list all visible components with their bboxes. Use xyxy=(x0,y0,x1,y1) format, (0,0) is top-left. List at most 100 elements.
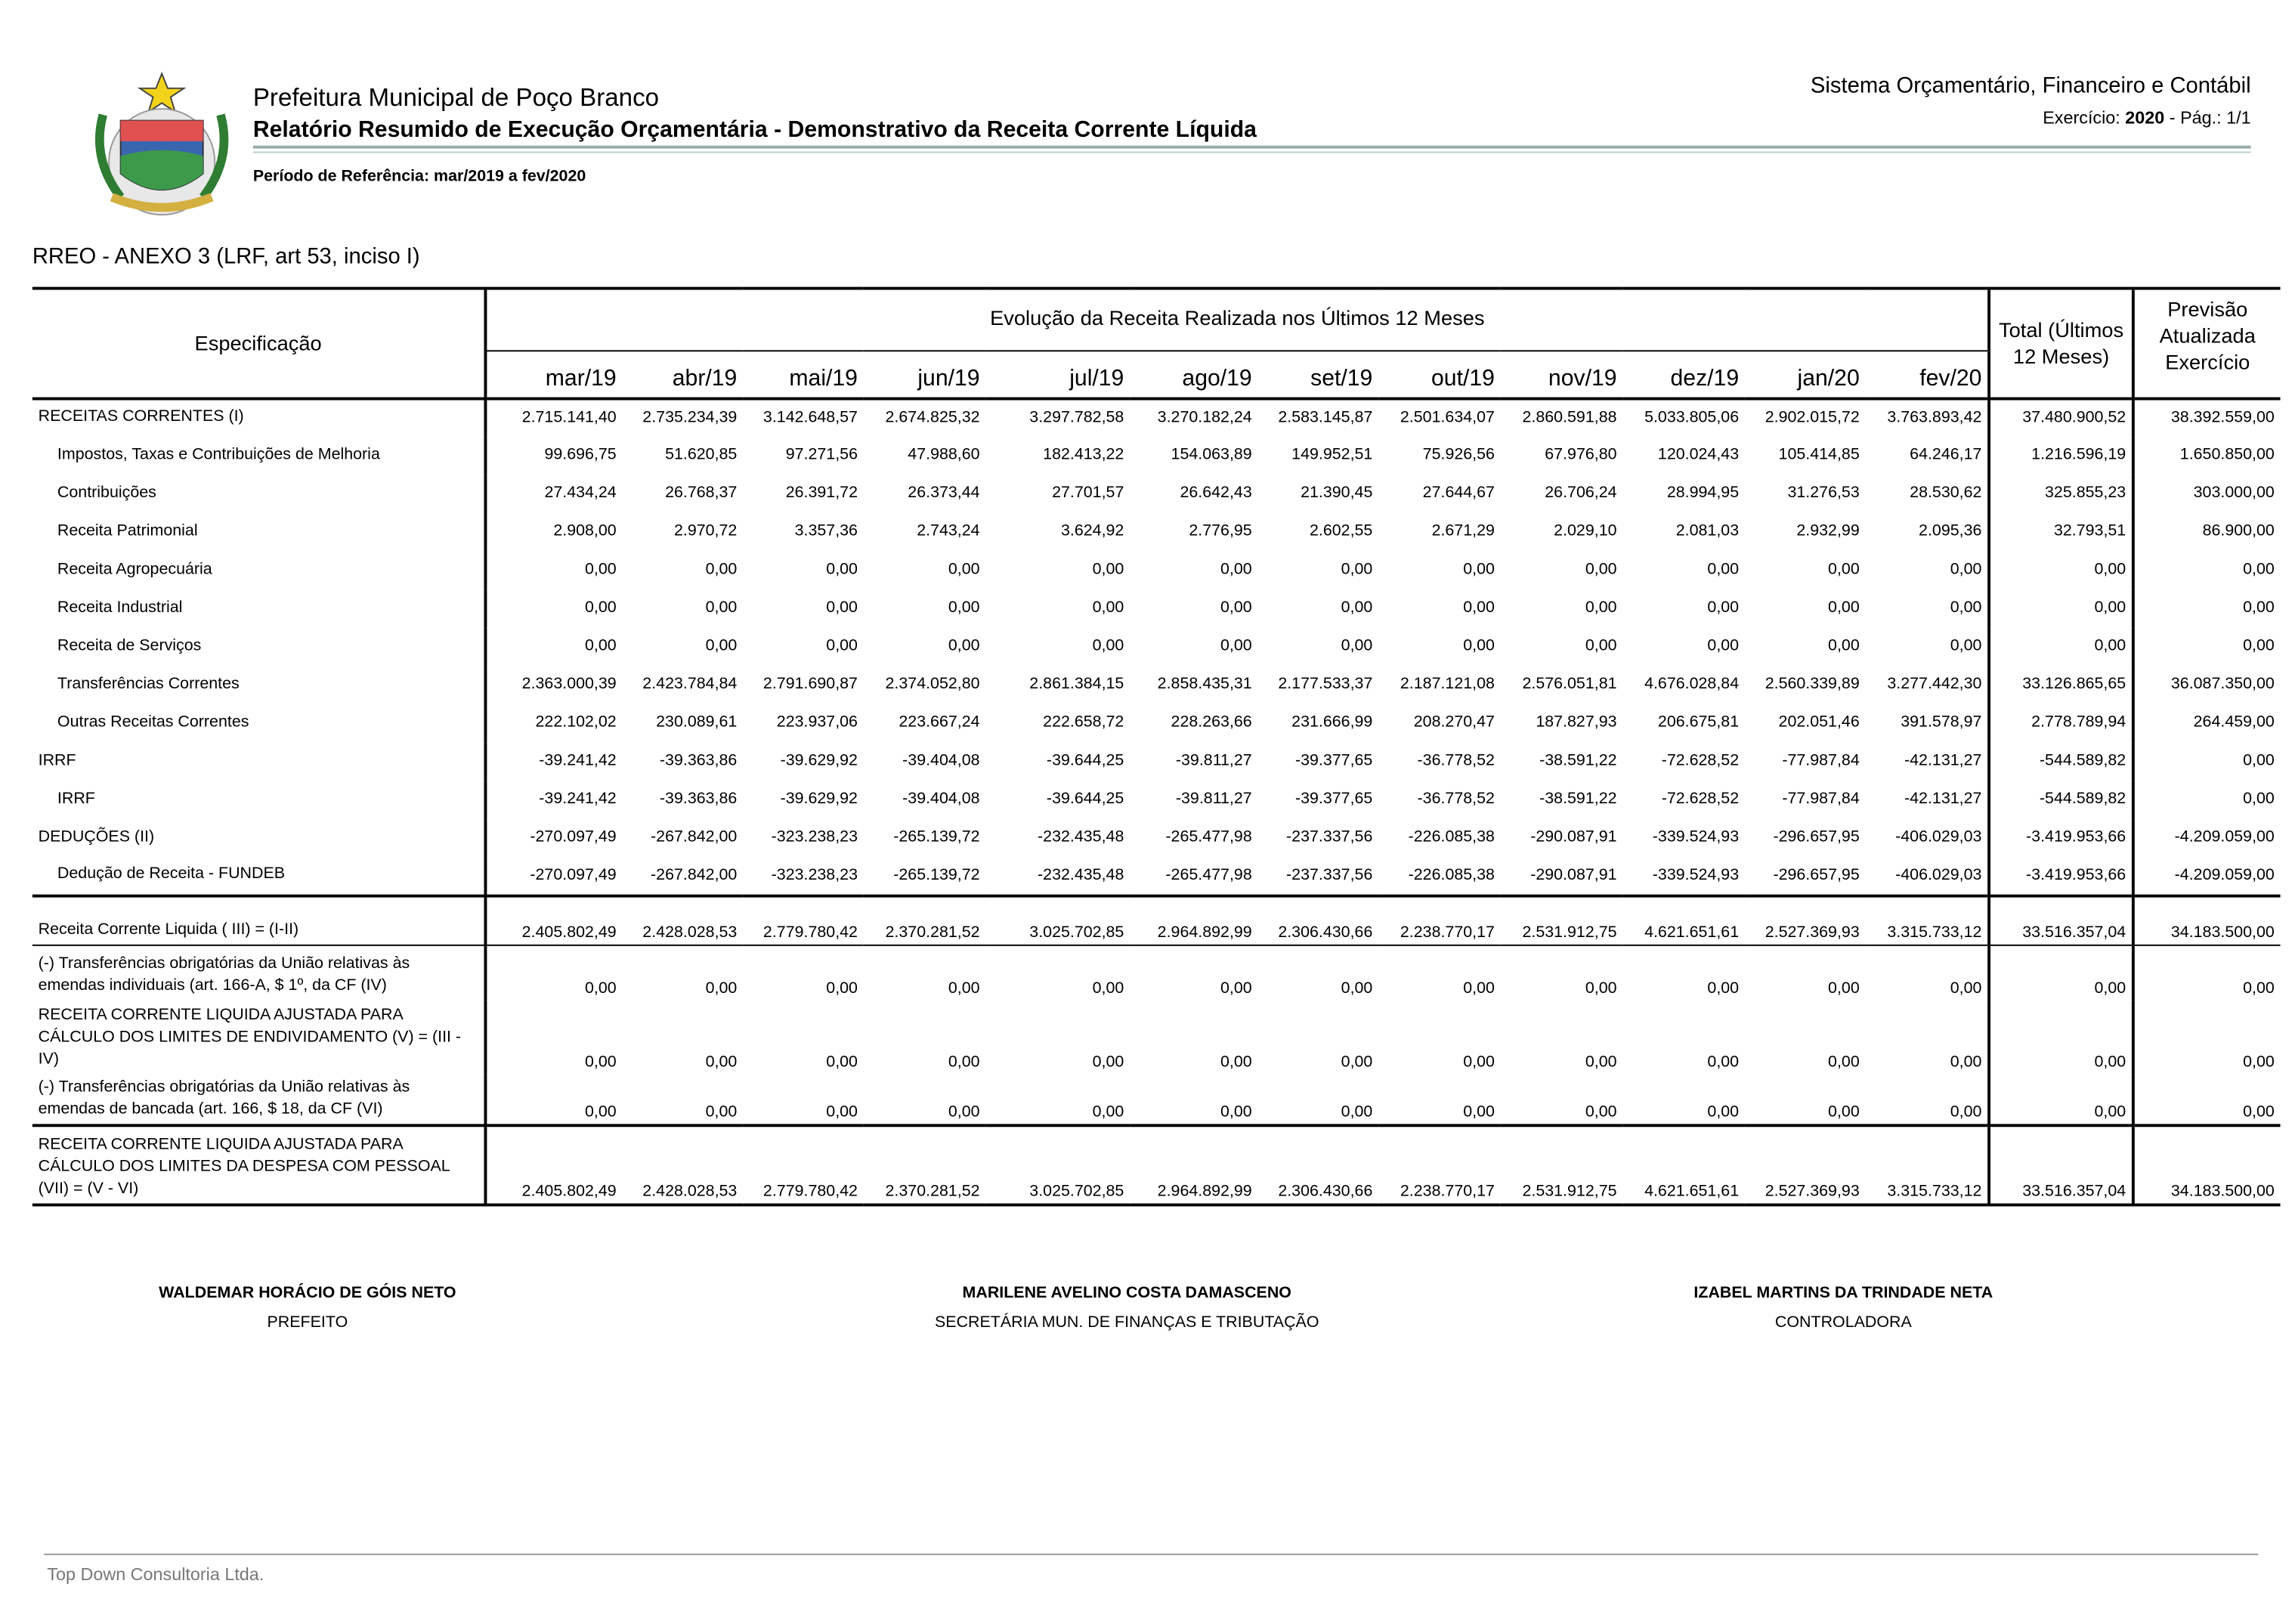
month-value: 2.908,00 xyxy=(553,522,617,540)
month-value: 0,00 xyxy=(1707,636,1740,655)
month-value: 2.029,10 xyxy=(1554,522,1617,540)
month-value: 0,00 xyxy=(1341,1103,1373,1121)
month-value: 3.270.182,24 xyxy=(1157,408,1252,426)
month-value: -39.404,08 xyxy=(902,790,980,808)
month-value: -39.241,42 xyxy=(539,790,617,808)
month-value: -39.811,27 xyxy=(1175,790,1252,808)
row-label: IRRF xyxy=(32,781,487,820)
row-label: RECEITA CORRENTE LIQUIDA AJUSTADA PARA C… xyxy=(32,1125,487,1205)
forecast-value: 0,00 xyxy=(2243,1103,2275,1121)
month-value: 26.768,37 xyxy=(665,484,738,502)
month-value: 0,00 xyxy=(948,636,980,655)
month-value: 3.297.782,58 xyxy=(1029,408,1124,426)
month-value: 2.858.435,31 xyxy=(1157,675,1252,693)
month-value: 2.560.339,89 xyxy=(1765,675,1860,693)
total-value: 0,00 xyxy=(1989,1074,2135,1126)
month-value: 2.238.770,17 xyxy=(1400,1183,1495,1201)
month-value: 0,00 xyxy=(585,560,617,579)
month-value: -290.087,91 xyxy=(1530,828,1617,846)
month-value: 0,00 xyxy=(948,560,980,579)
month-value: -38.591,22 xyxy=(1539,790,1617,808)
month-value: 4.676.028,84 xyxy=(1644,675,1740,693)
table-row: IRRF -39.241,42 -39.363,86 -39.629,92 -39.40… xyxy=(32,743,2281,781)
total-value: 0,00 xyxy=(1989,628,2135,667)
month-value: 0,00 xyxy=(1092,979,1124,998)
table-row: IRRF -39.241,42 -39.363,86 -39.629,92 -39.40… xyxy=(32,781,2281,820)
month-value: 2.527.369,93 xyxy=(1765,1183,1860,1201)
month-value: 0,00 xyxy=(1092,560,1124,579)
month-value: 3.763.893,42 xyxy=(1865,398,1991,438)
month-value: 2.423.784,84 xyxy=(642,675,738,693)
total-value: -544.589,82 xyxy=(1989,743,2135,781)
table-row: Dedução de Receita - FUNDEB -270.097,49 -2… xyxy=(32,857,2281,896)
month-value: 0,00 xyxy=(1092,636,1124,655)
month-value: 0,00 xyxy=(585,1053,617,1072)
month-value: 0,00 xyxy=(1220,1103,1252,1121)
footer: Top Down Consultoria Ltda. xyxy=(47,1564,264,1585)
exercise-info: Exercício: 2020 - Pág.: 1/1 xyxy=(2043,107,2250,128)
total-value: 0,00 xyxy=(1989,1000,2135,1075)
month-value: 0,00 xyxy=(1865,589,1991,629)
forecast-value: -4.209.059,00 xyxy=(2174,828,2275,846)
month-header: ago/19 xyxy=(1182,366,1252,391)
city-name: Prefeitura Municipal de Poço Branco xyxy=(252,83,660,112)
report-title: Relatório Resumido de Execução Orçamentá… xyxy=(252,117,1257,143)
month-value: -39.241,42 xyxy=(539,751,617,770)
month-value: 0,00 xyxy=(826,560,858,579)
month-value: -296.657,95 xyxy=(1773,865,1860,884)
evolution-header: Evolução da Receita Realizada nos Último… xyxy=(485,288,1991,351)
month-value: 2.238.770,17 xyxy=(1400,923,1495,941)
month-value: 4.621.651,61 xyxy=(1644,923,1740,941)
month-value: 0,00 xyxy=(1092,1103,1124,1121)
month-value: 120.024,43 xyxy=(1657,445,1740,464)
month-value: -39.377,65 xyxy=(1294,790,1373,808)
month-value: 2.370.281,52 xyxy=(885,1183,980,1201)
month-value: 0,00 xyxy=(705,1053,738,1072)
month-value: 0,00 xyxy=(948,599,980,617)
month-value: -270.097,49 xyxy=(530,828,617,846)
month-value: 0,00 xyxy=(1585,1103,1617,1121)
forecast-value: 0,00 xyxy=(2243,599,2275,617)
month-header: nov/19 xyxy=(1548,366,1617,391)
forecast-value: 0,00 xyxy=(2243,979,2275,998)
month-value: 202.051,46 xyxy=(1778,713,1860,732)
footer-rule xyxy=(44,1553,2259,1555)
month-value: 149.952,51 xyxy=(1291,445,1373,464)
month-value: 26.391,72 xyxy=(785,484,858,502)
month-value: 0,00 xyxy=(585,979,617,998)
month-value: 27.644,67 xyxy=(1422,484,1495,502)
month-value: 3.277.442,30 xyxy=(1865,666,1991,705)
month-row: mar/19 abr/19 mai/19 jun/19 jul/19 ago/19 set/… xyxy=(32,350,2281,399)
month-value: 223.937,06 xyxy=(776,713,858,732)
month-value: 231.666,99 xyxy=(1291,713,1373,732)
month-header: jan/20 xyxy=(1797,366,1860,391)
month-value: 0,00 xyxy=(1828,599,1860,617)
table-row: Receita Agropecuária 0,00 0,00 0,00 0,00 0,00… xyxy=(32,552,2281,590)
month-value: 0,00 xyxy=(1341,979,1373,998)
month-value: 2.531.912,75 xyxy=(1522,1183,1617,1201)
forecast-value: 0,00 xyxy=(2243,751,2275,770)
month-value: 0,00 xyxy=(948,1103,980,1121)
signature-role: SECRETÁRIA MUN. DE FINANÇAS E TRIBUTAÇÃO xyxy=(935,1313,1319,1332)
row-label: Outras Receitas Correntes xyxy=(32,704,487,744)
month-value: 0,00 xyxy=(826,636,858,655)
month-header: jul/19 xyxy=(1069,366,1124,391)
month-value: 0,00 xyxy=(1220,1053,1252,1072)
month-value: 0,00 xyxy=(1585,560,1617,579)
forecast-value: 0,00 xyxy=(2243,790,2275,808)
month-value: -39.404,08 xyxy=(902,751,980,770)
row-label: Contribuições xyxy=(32,475,487,514)
row-label: Transferências Correntes xyxy=(32,666,487,705)
month-value: -39.377,65 xyxy=(1294,751,1373,770)
month-value: 0,00 xyxy=(705,636,738,655)
row-label: Receita Patrimonial xyxy=(32,513,487,552)
month-value: 0,00 xyxy=(826,1053,858,1072)
month-value: 64.246,17 xyxy=(1865,437,1991,475)
month-value: -39.644,25 xyxy=(1046,790,1124,808)
month-header: abr/19 xyxy=(672,366,738,391)
table-row: Receita de Serviços 0,00 0,00 0,00 0,00 0,00 0… xyxy=(32,628,2281,667)
month-value: 0,00 xyxy=(826,1103,858,1121)
row-label: (-) Transferências obrigatórias da União… xyxy=(32,944,487,1001)
month-header: jun/19 xyxy=(917,366,980,391)
table-row: (-) Transferências obrigatórias da União… xyxy=(32,1074,2281,1126)
